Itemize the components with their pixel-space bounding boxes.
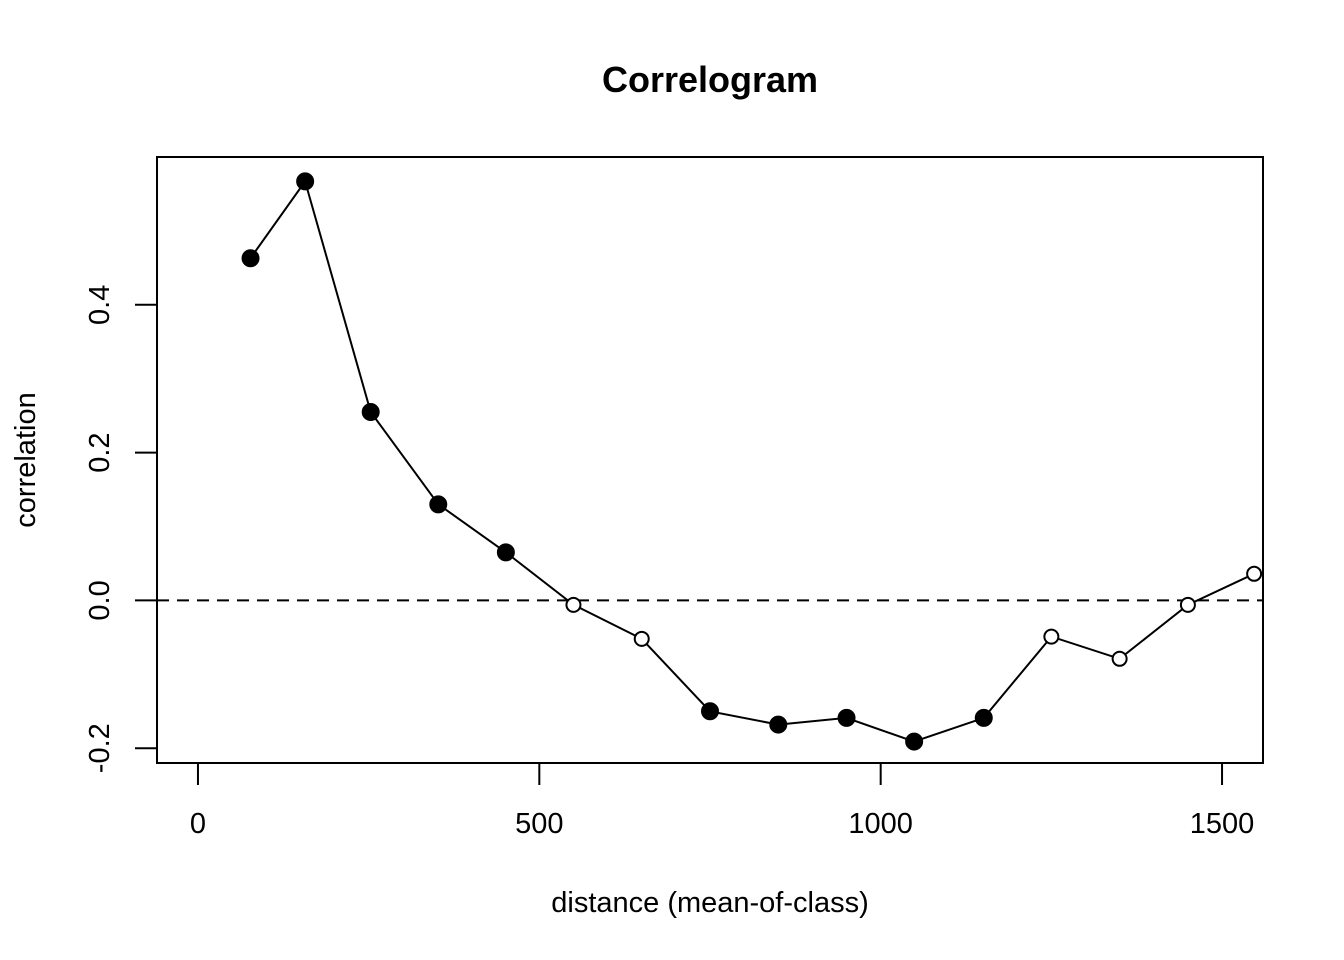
plot-frame [156, 156, 1264, 764]
y-axis: -0.2 0.0 0.2 0.4 [84, 285, 158, 773]
y-tick-label: 0.2 [84, 432, 116, 472]
significant-point [496, 543, 515, 562]
significant-point [769, 715, 788, 734]
significant-point [241, 249, 260, 268]
series-line [249, 179, 1255, 743]
series-points-layer [241, 172, 1263, 751]
y-axis-label: correlation [10, 392, 42, 527]
significant-point [296, 172, 315, 191]
x-tick-label: 0 [190, 808, 206, 840]
y-tick-label: -0.2 [84, 723, 116, 773]
x-tick-label: 1000 [848, 808, 913, 840]
non-significant-point [1246, 565, 1263, 582]
significant-point [837, 708, 856, 727]
significant-point [905, 732, 924, 751]
significant-point [361, 402, 380, 421]
non-significant-point [1111, 650, 1128, 667]
chart-title: Correlogram [602, 59, 818, 100]
non-significant-point [565, 596, 582, 613]
significant-point [429, 495, 448, 514]
x-tick-label: 1500 [1190, 808, 1255, 840]
x-axis-label: distance (mean-of-class) [551, 887, 869, 919]
non-significant-point [1043, 628, 1060, 645]
non-significant-point [1179, 596, 1196, 613]
significant-point [701, 702, 719, 721]
significant-point [974, 708, 993, 727]
y-tick-label: 0.4 [84, 285, 116, 325]
series-line-layer [249, 179, 1255, 743]
y-tick-label: 0.0 [84, 580, 116, 620]
x-axis: 0 500 1000 1500 [190, 762, 1255, 840]
non-significant-point [633, 630, 650, 647]
x-tick-label: 500 [515, 808, 563, 840]
